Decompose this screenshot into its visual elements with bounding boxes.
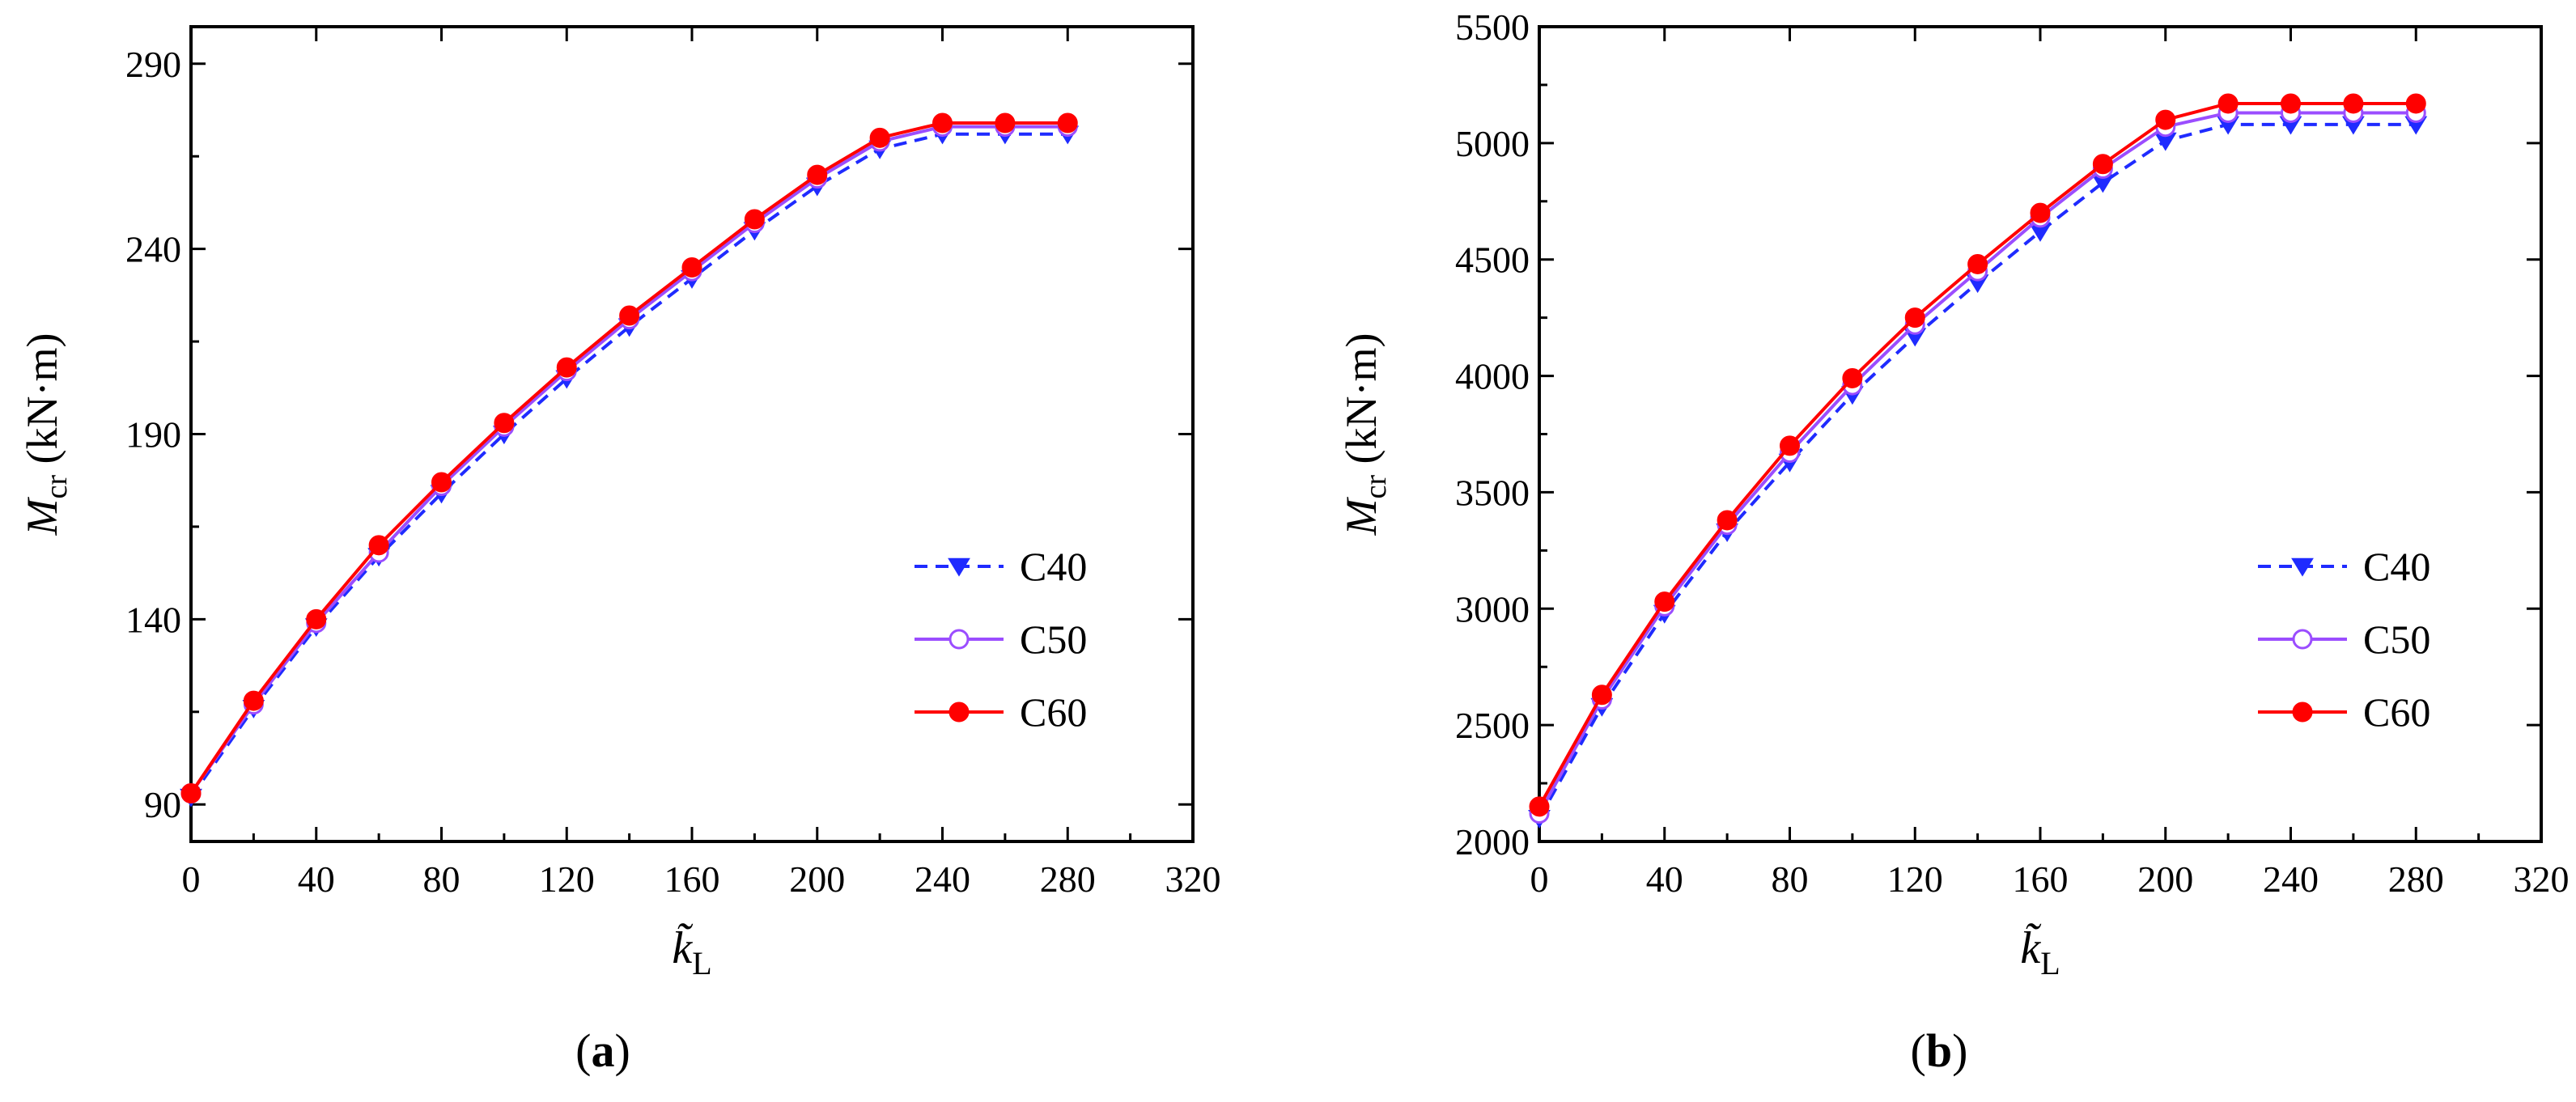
series-c40 [1528,116,2428,829]
x-axis-label: k̃L [672,922,711,981]
legend-marker-c50 [2292,629,2313,650]
data-point-c60 [368,535,389,556]
legend-label-c40: C40 [1020,544,1087,589]
series-line-c40 [189,132,1068,799]
data-point-c60 [2405,93,2426,114]
data-point-c60 [744,209,765,230]
series-c40 [180,125,1080,807]
data-point-c60 [556,357,577,378]
x-tick-label: 120 [539,858,595,900]
data-point-c60 [869,127,890,148]
legend-label-c60: C60 [1020,689,1087,735]
x-tick-label: 320 [1165,858,1221,900]
chart-panel-b: 0 40 80 120 160 200 240 280 320 2000 2500 3000 3500 4… [1337,6,2570,981]
legend-marker-c60 [2292,701,2313,723]
data-point-c60 [431,472,452,493]
data-point-c60 [2281,93,2301,114]
data-point-c60 [1967,253,1988,274]
x-tick-label: 40 [298,858,335,900]
y-axis-label: Mcr (kN·m) [18,333,74,536]
legend: C40 C50 C60 [2258,544,2430,735]
data-point-c60 [1780,435,1800,456]
series-line-c60 [189,121,1068,795]
data-point-c60 [1842,367,1863,388]
x-tick-label: 120 [1887,858,1943,900]
data-point-c60 [1057,112,1078,134]
y-tick-label: 4500 [1455,239,1530,281]
series-line-c50 [1538,111,2417,815]
series-line-c40 [1538,122,2417,820]
x-tick-label: 240 [2263,858,2319,900]
data-point-c60 [807,164,828,185]
y-tick-label: 5500 [1455,6,1530,48]
data-point-c60 [995,112,1016,134]
data-point-c60 [243,690,264,711]
y-tick-label: 3500 [1455,472,1530,513]
data-point-c60 [494,413,515,434]
legend-marker-c50 [948,629,970,650]
chart-panel-a: 0 40 80 120 160 200 240 280 320 90 140 190 240 290 k̃L… [18,25,1221,981]
x-tick-label: 160 [2013,858,2069,900]
legend-label-c60: C60 [2363,689,2430,735]
data-point-c60 [306,608,327,629]
x-tick-label: 80 [423,858,460,900]
x-tick-label: 160 [664,858,720,900]
legend-label-c40: C40 [2363,544,2430,589]
legend: C40 C50 C60 [915,544,1087,735]
data-point-c60 [1904,307,1925,328]
y-tick-label: 290 [125,44,181,85]
y-tick-label: 2000 [1455,821,1530,863]
y-tick-label: 240 [125,229,181,270]
x-tick-label: 80 [1772,858,1809,900]
legend-marker-c60 [948,701,970,723]
x-tick-label: 320 [2514,858,2570,900]
legend-label-c50: C50 [2363,617,2430,662]
data-point-c60 [1591,685,1612,706]
x-tick-label: 200 [2137,858,2193,900]
y-tick-label: 140 [125,599,181,640]
series-c60 [180,112,1078,803]
x-tick-label: 240 [915,858,970,900]
data-point-c60 [180,782,202,803]
y-tick-label: 190 [125,414,181,456]
y-tick-label: 90 [144,784,181,825]
data-point-c60 [681,257,702,278]
panel-label-b: (b) [1910,1024,1968,1077]
data-point-c60 [2030,202,2051,223]
legend-label-c50: C50 [1020,617,1087,662]
x-tick-label: 0 [1530,858,1549,900]
panel-label-a: (a) [575,1024,630,1077]
x-tick-label: 280 [1040,858,1096,900]
series-line-c60 [1538,101,2417,807]
data-point-c60 [619,305,640,326]
x-tick-label: 200 [789,858,845,900]
x-tick-label: 280 [2388,858,2444,900]
series-c50 [1529,102,2426,824]
y-tick-label: 5000 [1455,123,1530,164]
legend-marker-c40 [948,557,970,577]
data-point-c60 [1717,510,1738,531]
x-axis-label: k̃L [2020,922,2060,981]
y-axis-label: Mcr (kN·m) [1337,333,1393,536]
series-c60 [1529,93,2426,817]
series-c50 [180,117,1078,803]
data-point-c60 [2343,93,2364,114]
y-tick-label: 3000 [1455,588,1530,629]
x-tick-label: 40 [1646,858,1683,900]
data-point-c60 [2155,109,2176,130]
y-tick-label: 4000 [1455,356,1530,397]
legend-marker-c40 [2291,557,2314,577]
data-point-c60 [1529,796,1550,817]
data-point-c60 [2092,154,2113,175]
data-point-c60 [1654,591,1675,612]
data-point-c60 [2217,93,2239,114]
series-line-c50 [189,125,1068,795]
x-tick-label: 0 [182,858,201,900]
y-tick-label: 2500 [1455,705,1530,746]
data-point-c60 [932,112,953,134]
